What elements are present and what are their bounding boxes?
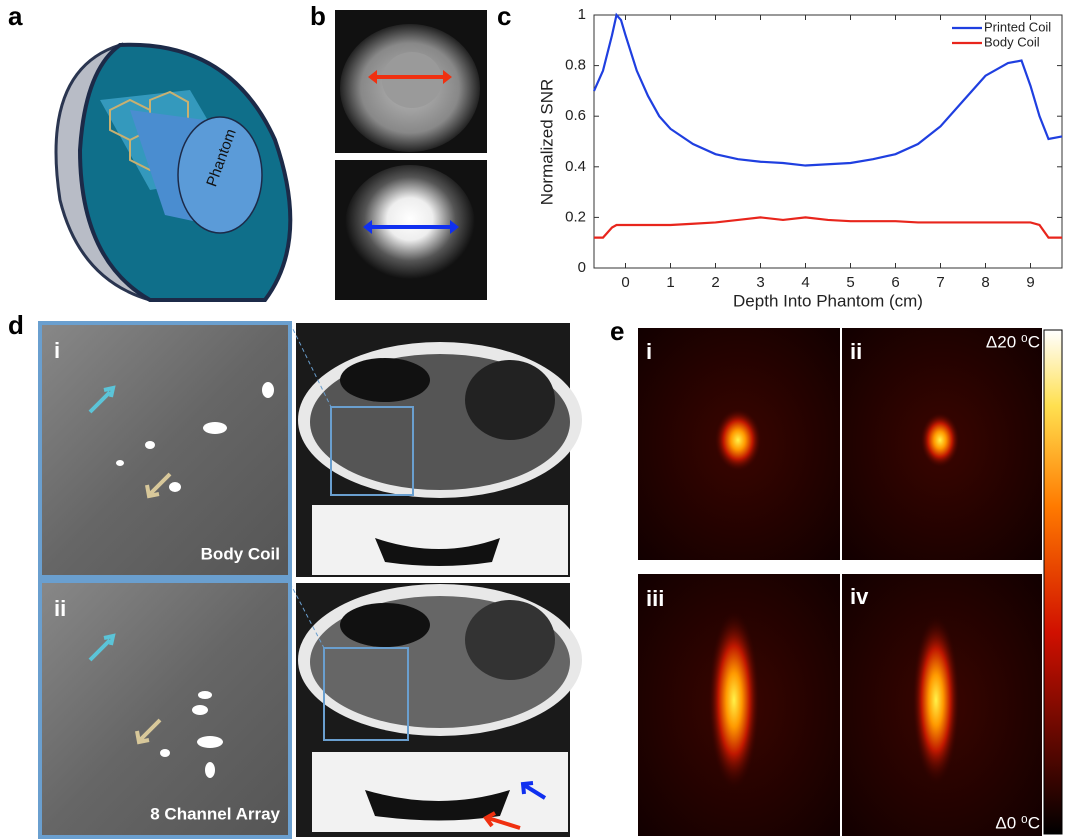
x-axis-label: Depth Into Phantom (cm) xyxy=(733,291,923,310)
x-tick-label: 5 xyxy=(846,274,854,291)
x-tick-label: 9 xyxy=(1026,274,1034,291)
figure: a b c d e Phantom Depth Into Phantom (cm… xyxy=(0,0,1068,840)
y-tick-label: 0 xyxy=(578,259,586,276)
lung xyxy=(465,600,555,680)
map-label: ii xyxy=(850,339,862,364)
y-tick-label: 0.8 xyxy=(565,57,586,74)
x-tick-label: 2 xyxy=(711,274,719,291)
series-line xyxy=(594,217,1062,237)
image-label: i xyxy=(54,338,60,363)
y-axis-label: Normalized SNR xyxy=(537,79,556,206)
y-tick-label: 0.6 xyxy=(565,107,586,124)
image-content xyxy=(382,52,442,108)
x-tick-label: 7 xyxy=(936,274,944,291)
x-tick-label: 3 xyxy=(756,274,764,291)
legend-label: Printed Coil xyxy=(984,19,1051,34)
lung xyxy=(465,360,555,440)
liver-images: i Body Coil ii 8 Channel Array xyxy=(40,323,582,837)
snr-chart: Depth Into Phantom (cm) Normalized SNR 0… xyxy=(537,6,1062,311)
y-tick-label: 0.2 xyxy=(565,208,586,225)
x-tick-label: 8 xyxy=(981,274,989,291)
panel-label: a xyxy=(8,1,23,31)
hotspot xyxy=(714,408,762,472)
image-caption: 8 Channel Array xyxy=(150,804,280,823)
map-label: i xyxy=(646,339,652,364)
colorbar-min: Δ0 ⁰C xyxy=(995,813,1040,832)
panel-label: c xyxy=(497,1,511,31)
lung xyxy=(340,603,430,647)
x-tick-label: 4 xyxy=(801,274,809,291)
colorbar xyxy=(1044,330,1062,834)
hotspot xyxy=(912,615,960,785)
thermal-maps: i ii iii iv Δ20 ⁰C Δ0 ⁰C xyxy=(638,328,1062,836)
map-label: iv xyxy=(850,584,869,609)
map-label: iii xyxy=(646,586,664,611)
panel-label: e xyxy=(610,316,624,346)
hotspot xyxy=(708,610,760,790)
y-tick-label: 0.4 xyxy=(565,158,586,175)
x-tick-label: 1 xyxy=(666,274,674,291)
colorbar-max: Δ20 ⁰C xyxy=(986,332,1040,351)
legend-label: Body Coil xyxy=(984,34,1040,49)
lung xyxy=(340,358,430,402)
y-tick-label: 1 xyxy=(578,6,586,23)
image-caption: Body Coil xyxy=(201,544,280,563)
hotspot xyxy=(920,412,960,468)
phantom-images xyxy=(335,10,487,300)
x-tick-label: 0 xyxy=(621,274,629,291)
panel-label: d xyxy=(8,310,24,340)
plot-frame xyxy=(594,15,1062,268)
panel-label: b xyxy=(310,1,326,31)
image-label: ii xyxy=(54,596,66,621)
zoom-image xyxy=(40,323,290,577)
x-tick-label: 6 xyxy=(891,274,899,291)
zoom-image xyxy=(40,581,290,837)
coil-model: Phantom xyxy=(56,45,290,300)
